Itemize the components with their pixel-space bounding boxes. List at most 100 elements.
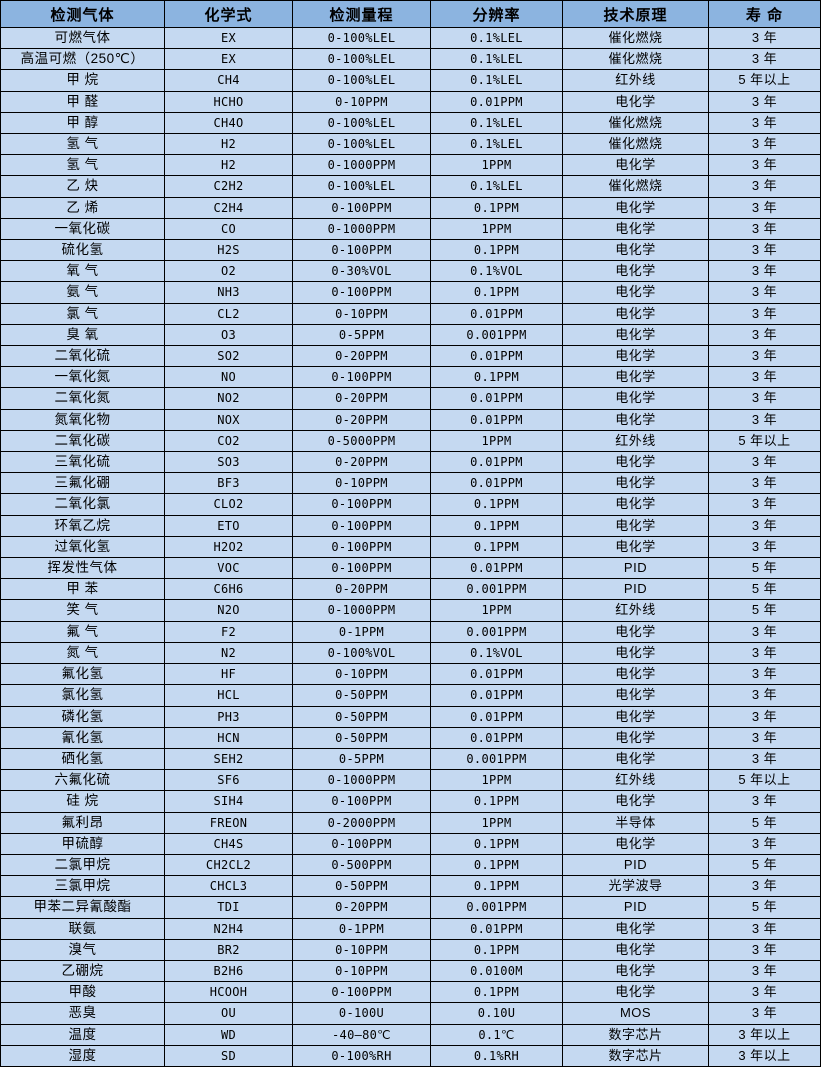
cell-gas: 乙硼烷 <box>0 959 165 983</box>
cell-life: 3 年 <box>708 620 821 643</box>
cell-res: 0.1%LEL <box>430 175 563 198</box>
cell-tech: 电化学 <box>562 90 709 113</box>
cell-res: 0.1%LEL <box>430 133 563 156</box>
cell-gas: 臭 氧 <box>0 323 165 347</box>
cell-res: 0.001PPM <box>430 578 563 601</box>
cell-tech: MOS <box>562 1002 709 1025</box>
cell-range: 0-2000PPM <box>292 811 431 834</box>
cell-formula: H2 <box>164 133 293 156</box>
cell-formula: NH3 <box>164 281 293 304</box>
cell-formula: CH4O <box>164 111 293 135</box>
cell-tech: 电化学 <box>562 959 709 983</box>
cell-range: 0-10PPM <box>292 959 431 983</box>
cell-res: 0.1%RH <box>430 1044 563 1067</box>
cell-tech: 红外线 <box>562 69 709 92</box>
table-row: 氟 气 F2 0-1PPM 0.001PPM 电化学 3 年 <box>0 620 821 643</box>
cell-tech: 半导体 <box>562 811 709 834</box>
cell-gas: 高温可燃（250℃） <box>0 48 165 71</box>
cell-tech: 电化学 <box>562 493 709 516</box>
cell-range: 0-1000PPM <box>292 217 431 241</box>
table-row: 溴气 BR2 0-10PPM 0.1PPM 电化学 3 年 <box>0 938 821 961</box>
table-row: 甲 烷 CH4 0-100%LEL 0.1%LEL 红外线 5 年以上 <box>0 69 821 92</box>
table-body: 可燃气体 EX 0-100%LEL 0.1%LEL 催化燃烧 3 年高温可燃（250℃） E… <box>0 26 821 1067</box>
cell-range: 0-1000PPM <box>292 154 431 177</box>
cell-res: 0.1PPM <box>430 853 563 877</box>
cell-life: 3 年 <box>708 451 821 474</box>
cell-res: 0.01PPM <box>430 408 563 431</box>
cell-formula: NOX <box>164 408 293 431</box>
table-row: 温度 WD -40—80℃ 0.1℃ 数字芯片 3 年以上 <box>0 1023 821 1046</box>
cell-range: 0-50PPM <box>292 705 431 728</box>
cell-formula: CH4 <box>164 69 293 92</box>
table-row: 氰化氢 HCN 0-50PPM 0.01PPM 电化学 3 年 <box>0 726 821 749</box>
cell-res: 0.1%LEL <box>430 26 563 50</box>
cell-gas: 温度 <box>0 1023 165 1046</box>
cell-gas: 联氨 <box>0 917 165 940</box>
cell-gas: 可燃气体 <box>0 26 165 50</box>
cell-range: 0-100U <box>292 1002 431 1025</box>
cell-tech: 红外线 <box>562 599 709 622</box>
cell-range: 0-500PPM <box>292 853 431 877</box>
cell-life: 3 年 <box>708 726 821 749</box>
cell-gas: 溴气 <box>0 938 165 961</box>
cell-formula: NO <box>164 366 293 389</box>
table-row: 氨 气 NH3 0-100PPM 0.1PPM 电化学 3 年 <box>0 281 821 304</box>
cell-tech: PID <box>562 853 709 877</box>
cell-res: 0.1PPM <box>430 196 563 219</box>
cell-tech: 电化学 <box>562 535 709 559</box>
table-row: 氟利昂 FREON 0-2000PPM 1PPM 半导体 5 年 <box>0 811 821 834</box>
table-row: 二氧化氯 CLO2 0-100PPM 0.1PPM 电化学 3 年 <box>0 493 821 516</box>
cell-tech: PID <box>562 896 709 919</box>
table-row: 氟化氢 HF 0-10PPM 0.01PPM 电化学 3 年 <box>0 663 821 686</box>
cell-range: 0-100PPM <box>292 981 431 1004</box>
cell-formula: TDI <box>164 896 293 919</box>
cell-formula: HCOOH <box>164 981 293 1004</box>
cell-gas: 一氧化氮 <box>0 366 165 389</box>
cell-tech: 电化学 <box>562 938 709 961</box>
table-row: 硒化氢 SEH2 0-5PPM 0.001PPM 电化学 3 年 <box>0 747 821 771</box>
cell-res: 0.1%LEL <box>430 111 563 135</box>
cell-res: 0.01PPM <box>430 726 563 749</box>
cell-formula: SIH4 <box>164 790 293 813</box>
cell-formula: CH2CL2 <box>164 853 293 877</box>
cell-res: 0.1%VOL <box>430 641 563 665</box>
cell-range: 0-1PPM <box>292 620 431 643</box>
cell-life: 3 年 <box>708 472 821 495</box>
table-row: 六氟化硫 SF6 0-1000PPM 1PPM 红外线 5 年以上 <box>0 769 821 792</box>
column-header-tech: 技术原理 <box>562 0 709 28</box>
table-row: 氯化氢 HCL 0-50PPM 0.01PPM 电化学 3 年 <box>0 684 821 707</box>
cell-res: 0.1PPM <box>430 981 563 1004</box>
cell-range: 0-5PPM <box>292 747 431 771</box>
cell-tech: 数字芯片 <box>562 1044 709 1067</box>
cell-res: 0.1PPM <box>430 535 563 559</box>
cell-gas: 氮氧化物 <box>0 408 165 431</box>
cell-life: 3 年 <box>708 747 821 771</box>
table-row: 硫化氢 H2S 0-100PPM 0.1PPM 电化学 3 年 <box>0 239 821 262</box>
cell-life: 5 年以上 <box>708 769 821 792</box>
cell-range: 0-20PPM <box>292 896 431 919</box>
cell-formula: CHCL3 <box>164 875 293 898</box>
table-row: 二氧化硫 SO2 0-20PPM 0.01PPM 电化学 3 年 <box>0 345 821 368</box>
cell-formula: N2 <box>164 641 293 665</box>
cell-res: 0.001PPM <box>430 747 563 771</box>
cell-life: 3 年 <box>708 387 821 410</box>
cell-life: 3 年 <box>708 514 821 537</box>
cell-formula: CO2 <box>164 429 293 453</box>
cell-formula: NO2 <box>164 387 293 410</box>
cell-formula: HCL <box>164 684 293 707</box>
cell-tech: 电化学 <box>562 387 709 410</box>
cell-tech: 电化学 <box>562 154 709 177</box>
cell-tech: 电化学 <box>562 302 709 325</box>
cell-gas: 过氧化氢 <box>0 535 165 559</box>
table-row: 硅 烷 SIH4 0-100PPM 0.1PPM 电化学 3 年 <box>0 790 821 813</box>
cell-formula: CL2 <box>164 302 293 325</box>
cell-formula: EX <box>164 26 293 50</box>
cell-formula: HCN <box>164 726 293 749</box>
cell-formula: BF3 <box>164 472 293 495</box>
cell-res: 0.01PPM <box>430 472 563 495</box>
cell-tech: 电化学 <box>562 705 709 728</box>
cell-tech: 红外线 <box>562 769 709 792</box>
cell-range: 0-100%LEL <box>292 69 431 92</box>
cell-res: 1PPM <box>430 429 563 453</box>
